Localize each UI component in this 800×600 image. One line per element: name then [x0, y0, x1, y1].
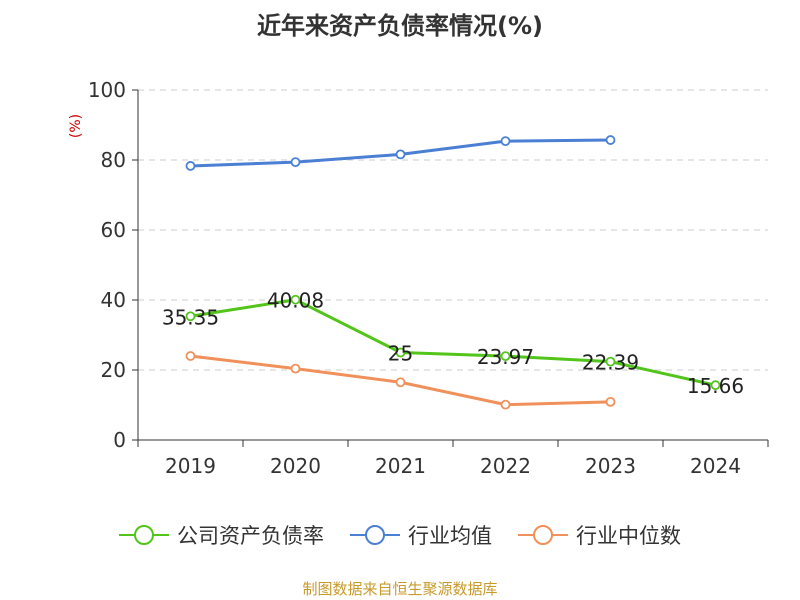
- series-layer: [185, 135, 721, 410]
- y-tick-label: 40: [101, 288, 126, 312]
- data-label: 23.97: [477, 345, 534, 369]
- legend-item[interactable]: 行业均值: [350, 520, 492, 550]
- legend-swatch-marker: [134, 525, 154, 545]
- x-tick-label: 2022: [480, 454, 531, 478]
- data-point: [605, 135, 616, 145]
- y-tick-label: 100: [88, 78, 126, 102]
- data-point: [290, 294, 301, 305]
- legend-swatch-icon: [518, 525, 568, 545]
- legend-label: 行业中位数: [576, 524, 681, 548]
- data-point: [290, 363, 301, 374]
- x-tick-label: 2023: [585, 454, 636, 478]
- data-point: [605, 396, 616, 407]
- data-point: [185, 311, 196, 322]
- series-line: [190, 298, 716, 387]
- legend-label: 行业均值: [408, 524, 492, 548]
- legend-swatch-icon: [350, 525, 400, 545]
- legend-swatch-icon: [119, 525, 169, 545]
- data-label: 22.39: [582, 351, 639, 375]
- data-point: [395, 149, 406, 160]
- x-tick-label: 2019: [165, 454, 216, 478]
- chart-title: 近年来资产负债率情况(%): [257, 12, 543, 40]
- x-tick-label: 2021: [375, 454, 426, 478]
- legend-swatch-marker: [365, 525, 385, 545]
- x-tick-label: 2024: [690, 454, 741, 478]
- source-note: 制图数据来自恒生聚源数据库: [302, 580, 498, 598]
- grid-lines: [138, 89, 768, 371]
- x-tick-label: 2020: [270, 454, 321, 478]
- data-point: [605, 356, 616, 367]
- legend-label: 公司资产负债率: [177, 524, 324, 548]
- y-tick-label: 0: [113, 428, 126, 452]
- legend-swatch-marker: [533, 525, 553, 545]
- data-label: 40.08: [267, 289, 324, 313]
- data-label: 35.35: [162, 305, 219, 329]
- y-axis-label: (%): [68, 114, 84, 138]
- data-point: [500, 136, 511, 147]
- legend-item[interactable]: 公司资产负债率: [119, 520, 324, 550]
- data-point: [500, 399, 511, 410]
- data-point: [185, 351, 196, 361]
- axes: 0 20 40 60 80 100(%) 2019 2020 2021 2022 2023 2024: [68, 78, 769, 478]
- y-tick-label: 20: [101, 358, 126, 382]
- data-label: 25: [388, 342, 413, 366]
- data-point: [500, 351, 511, 362]
- data-point: [185, 161, 196, 171]
- data-point: [395, 347, 406, 358]
- data-point: [395, 377, 406, 388]
- data-label: 15.66: [687, 374, 744, 398]
- data-point: [710, 380, 721, 391]
- data-point: [290, 157, 301, 168]
- y-tick-label: 80: [101, 148, 126, 172]
- y-tick-label: 60: [101, 218, 126, 242]
- legend-item[interactable]: 行业中位数: [518, 520, 681, 550]
- legend: 公司资产负债率 行业均值 行业中位数: [0, 520, 800, 550]
- data-labels: 35.35 40.08 25 23.97 22.39 15.66: [162, 289, 744, 398]
